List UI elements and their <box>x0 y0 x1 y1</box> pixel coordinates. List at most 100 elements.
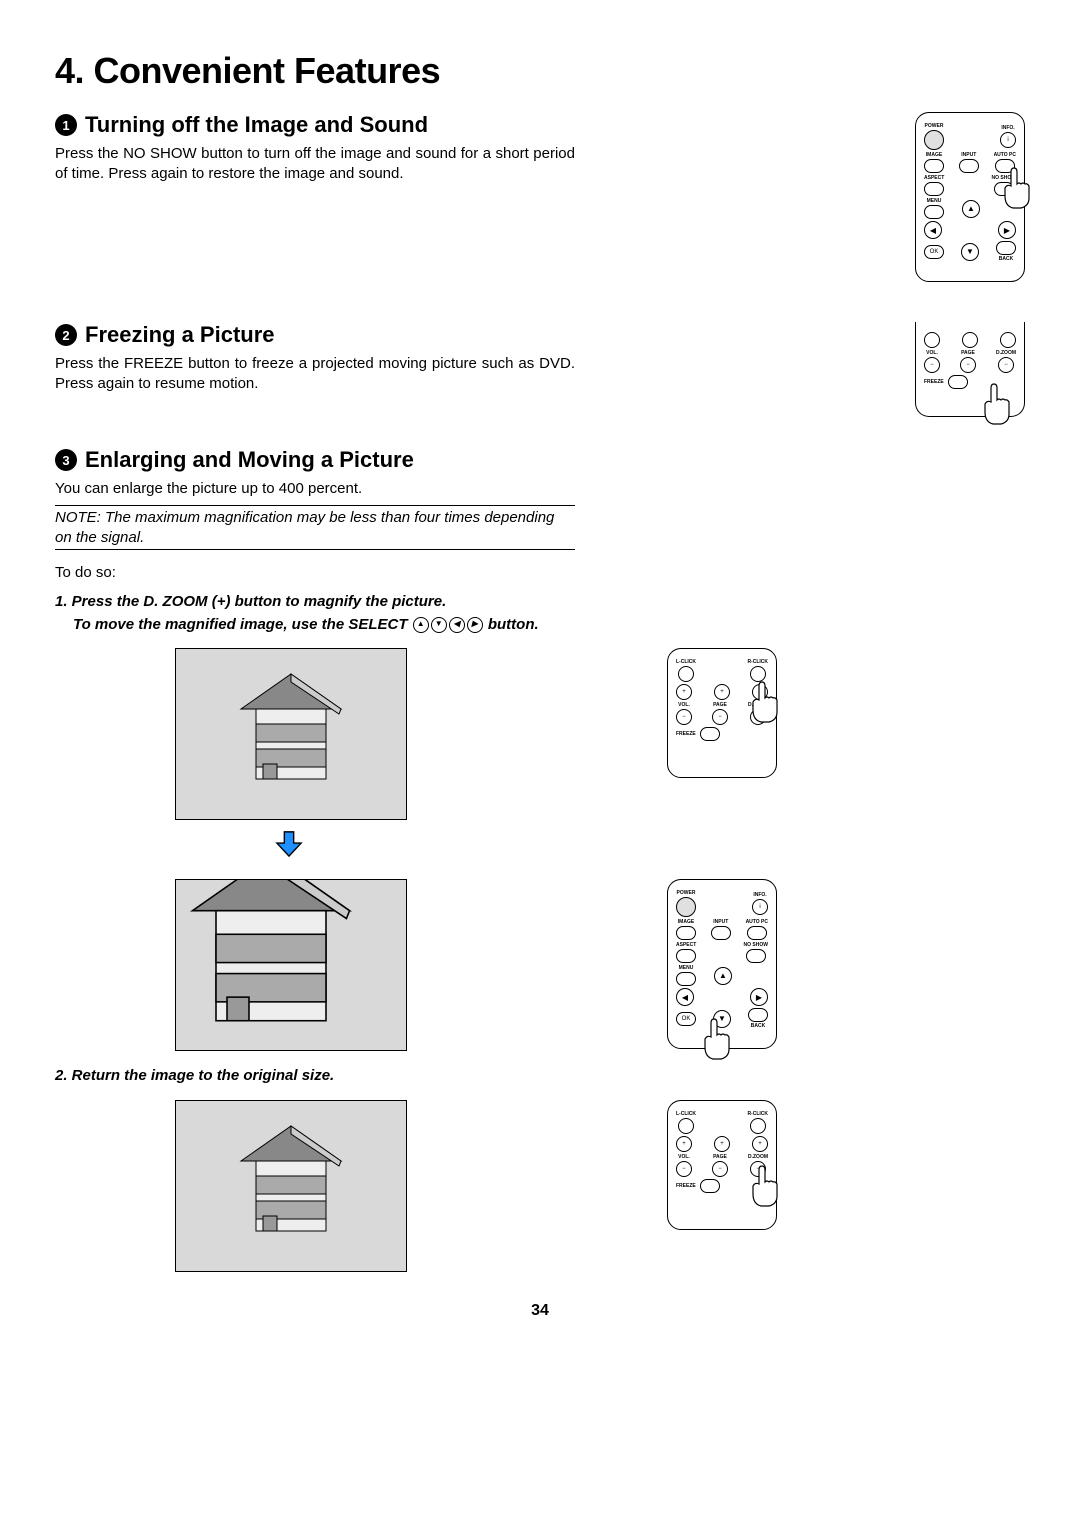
ok-button-icon: OK <box>676 1012 696 1026</box>
freeze-button-icon <box>700 727 720 741</box>
aspect-button-icon <box>924 182 944 196</box>
left-arrow-icon: ◀ <box>924 221 942 239</box>
house-icon <box>221 664 361 804</box>
remote-label-freeze: FREEZE <box>676 731 696 737</box>
chapter-title: 4. Convenient Features <box>55 50 1025 92</box>
remote-label-info: INFO. <box>1001 125 1014 131</box>
freeze-button-icon <box>948 375 968 389</box>
select-right-icon: ▶ <box>467 617 483 633</box>
step-1-line-b: To move the magnified image, use the SEL… <box>73 616 412 633</box>
input-button-icon <box>711 926 731 940</box>
noshow-button-icon <box>746 949 766 963</box>
remote-label-info: INFO. <box>753 892 766 898</box>
remote-label-vol: VOL. <box>926 350 938 356</box>
house-icon <box>221 1116 361 1256</box>
bullet-1-icon: 1 <box>55 114 77 136</box>
lclick-button-icon <box>678 666 694 682</box>
right-arrow-icon: ▶ <box>750 988 768 1006</box>
remote-diagram-select: POWERINFO.i IMAGEINPUTAUTO PC ASPECTNO S… <box>667 879 777 1049</box>
remote-label-dzoom: D.ZOOM <box>748 702 768 708</box>
remote-label-noshow: NO SHOW <box>992 175 1016 181</box>
intro-3: You can enlarge the picture up to 400 pe… <box>55 479 575 499</box>
house-diagram-small <box>175 648 407 820</box>
remote-label-menu: MENU <box>679 965 694 971</box>
todo-label: To do so: <box>55 564 1025 581</box>
minus-button-icon: − <box>712 709 728 725</box>
remote-label-menu: MENU <box>927 198 942 204</box>
remote-label-image: IMAGE <box>926 152 942 158</box>
plus-button-icon: + <box>752 1136 768 1152</box>
right-arrow-icon: ▶ <box>998 221 1016 239</box>
down-arrow-blue-icon <box>275 830 303 858</box>
remote-label-lclick: L-CLICK <box>676 659 696 665</box>
generic-button-icon <box>962 332 978 348</box>
plus-button-icon: + <box>752 684 768 700</box>
plus-button-icon: + <box>676 684 692 700</box>
image-button-icon <box>676 926 696 940</box>
power-button-icon <box>924 130 944 150</box>
step-1: 1. Press the D. ZOOM (+) button to magni… <box>55 591 1025 636</box>
plus-button-icon: + <box>676 1136 692 1152</box>
remote-label-back: BACK <box>751 1023 765 1029</box>
remote-label-freeze: FREEZE <box>924 379 944 385</box>
note-block: NOTE: The maximum magnification may be l… <box>55 505 575 550</box>
remote-diagram-freeze: VOL.−PAGE−D.ZOOM− FREEZE <box>915 322 1025 417</box>
select-down-icon: ▼ <box>431 617 447 633</box>
down-arrow-icon: ▼ <box>713 1010 731 1028</box>
remote-label-vol: VOL. <box>678 702 690 708</box>
remote-label-power: POWER <box>925 123 944 129</box>
remote-label-rclick: R-CLICK <box>747 1111 768 1117</box>
menu-button-icon <box>924 205 944 219</box>
body-1: Press the NO SHOW button to turn off the… <box>55 144 575 185</box>
power-button-icon <box>676 897 696 917</box>
remote-label-power: POWER <box>677 890 696 896</box>
step-1-line-c: button. <box>488 616 539 633</box>
page-button-icon: − <box>960 357 976 373</box>
info-button-icon: i <box>752 899 768 915</box>
remote-label-autopc: AUTO PC <box>994 152 1016 158</box>
manual-page: 4. Convenient Features 1 Turning off the… <box>0 0 1080 1350</box>
remote-label-autopc: AUTO PC <box>746 919 768 925</box>
back-button-icon <box>748 1008 768 1022</box>
heading-3-text: Enlarging and Moving a Picture <box>85 447 414 473</box>
aspect-button-icon <box>676 949 696 963</box>
minus-button-icon: − <box>676 1161 692 1177</box>
remote-label-aspect: ASPECT <box>924 175 944 181</box>
remote-diagram-dzoom-plus: L-CLICKR-CLICK +++ VOL.−PAGE−D.ZOOM− FRE… <box>667 648 777 778</box>
ok-button-icon: OK <box>924 245 944 259</box>
heading-2: 2 Freezing a Picture <box>55 322 875 348</box>
bullet-3-icon: 3 <box>55 449 77 471</box>
left-arrow-icon: ◀ <box>676 988 694 1006</box>
autopc-button-icon <box>747 926 767 940</box>
plus-button-icon: + <box>714 1136 730 1152</box>
vol-button-icon: − <box>924 357 940 373</box>
remote-label-aspect: ASPECT <box>676 942 696 948</box>
house-diagram-original <box>175 1100 407 1272</box>
remote-diagram-noshow: POWERINFO.i IMAGEINPUTAUTO PC ASPECTNO S… <box>915 112 1025 282</box>
minus-button-icon: − <box>712 1161 728 1177</box>
remote-label-input: INPUT <box>961 152 976 158</box>
heading-1-text: Turning off the Image and Sound <box>85 112 428 138</box>
remote-label-freeze: FREEZE <box>676 1183 696 1189</box>
rclick-button-icon <box>750 666 766 682</box>
heading-1: 1 Turning off the Image and Sound <box>55 112 875 138</box>
minus-button-icon: − <box>750 1161 766 1177</box>
heading-2-text: Freezing a Picture <box>85 322 275 348</box>
remote-label-page: PAGE <box>713 702 727 708</box>
minus-button-icon: − <box>750 709 766 725</box>
autopc-button-icon <box>995 159 1015 173</box>
step-1-line-a: 1. Press the D. ZOOM (+) button to magni… <box>55 593 446 610</box>
select-up-icon: ▲ <box>413 617 429 633</box>
section-freezing: 2 Freezing a Picture Press the FREEZE bu… <box>55 322 1025 417</box>
remote-label-dzoom: D.ZOOM <box>748 1154 768 1160</box>
remote-label-input: INPUT <box>713 919 728 925</box>
menu-button-icon <box>676 972 696 986</box>
remote-label-vol: VOL. <box>678 1154 690 1160</box>
rclick-button-icon <box>750 1118 766 1134</box>
house-zoomed-icon <box>175 879 401 1051</box>
remote-label-rclick: R-CLICK <box>747 659 768 665</box>
down-arrow-icon: ▼ <box>961 243 979 261</box>
back-button-icon <box>996 241 1016 255</box>
select-left-icon: ◀ <box>449 617 465 633</box>
body-2: Press the FREEZE button to freeze a proj… <box>55 354 575 395</box>
